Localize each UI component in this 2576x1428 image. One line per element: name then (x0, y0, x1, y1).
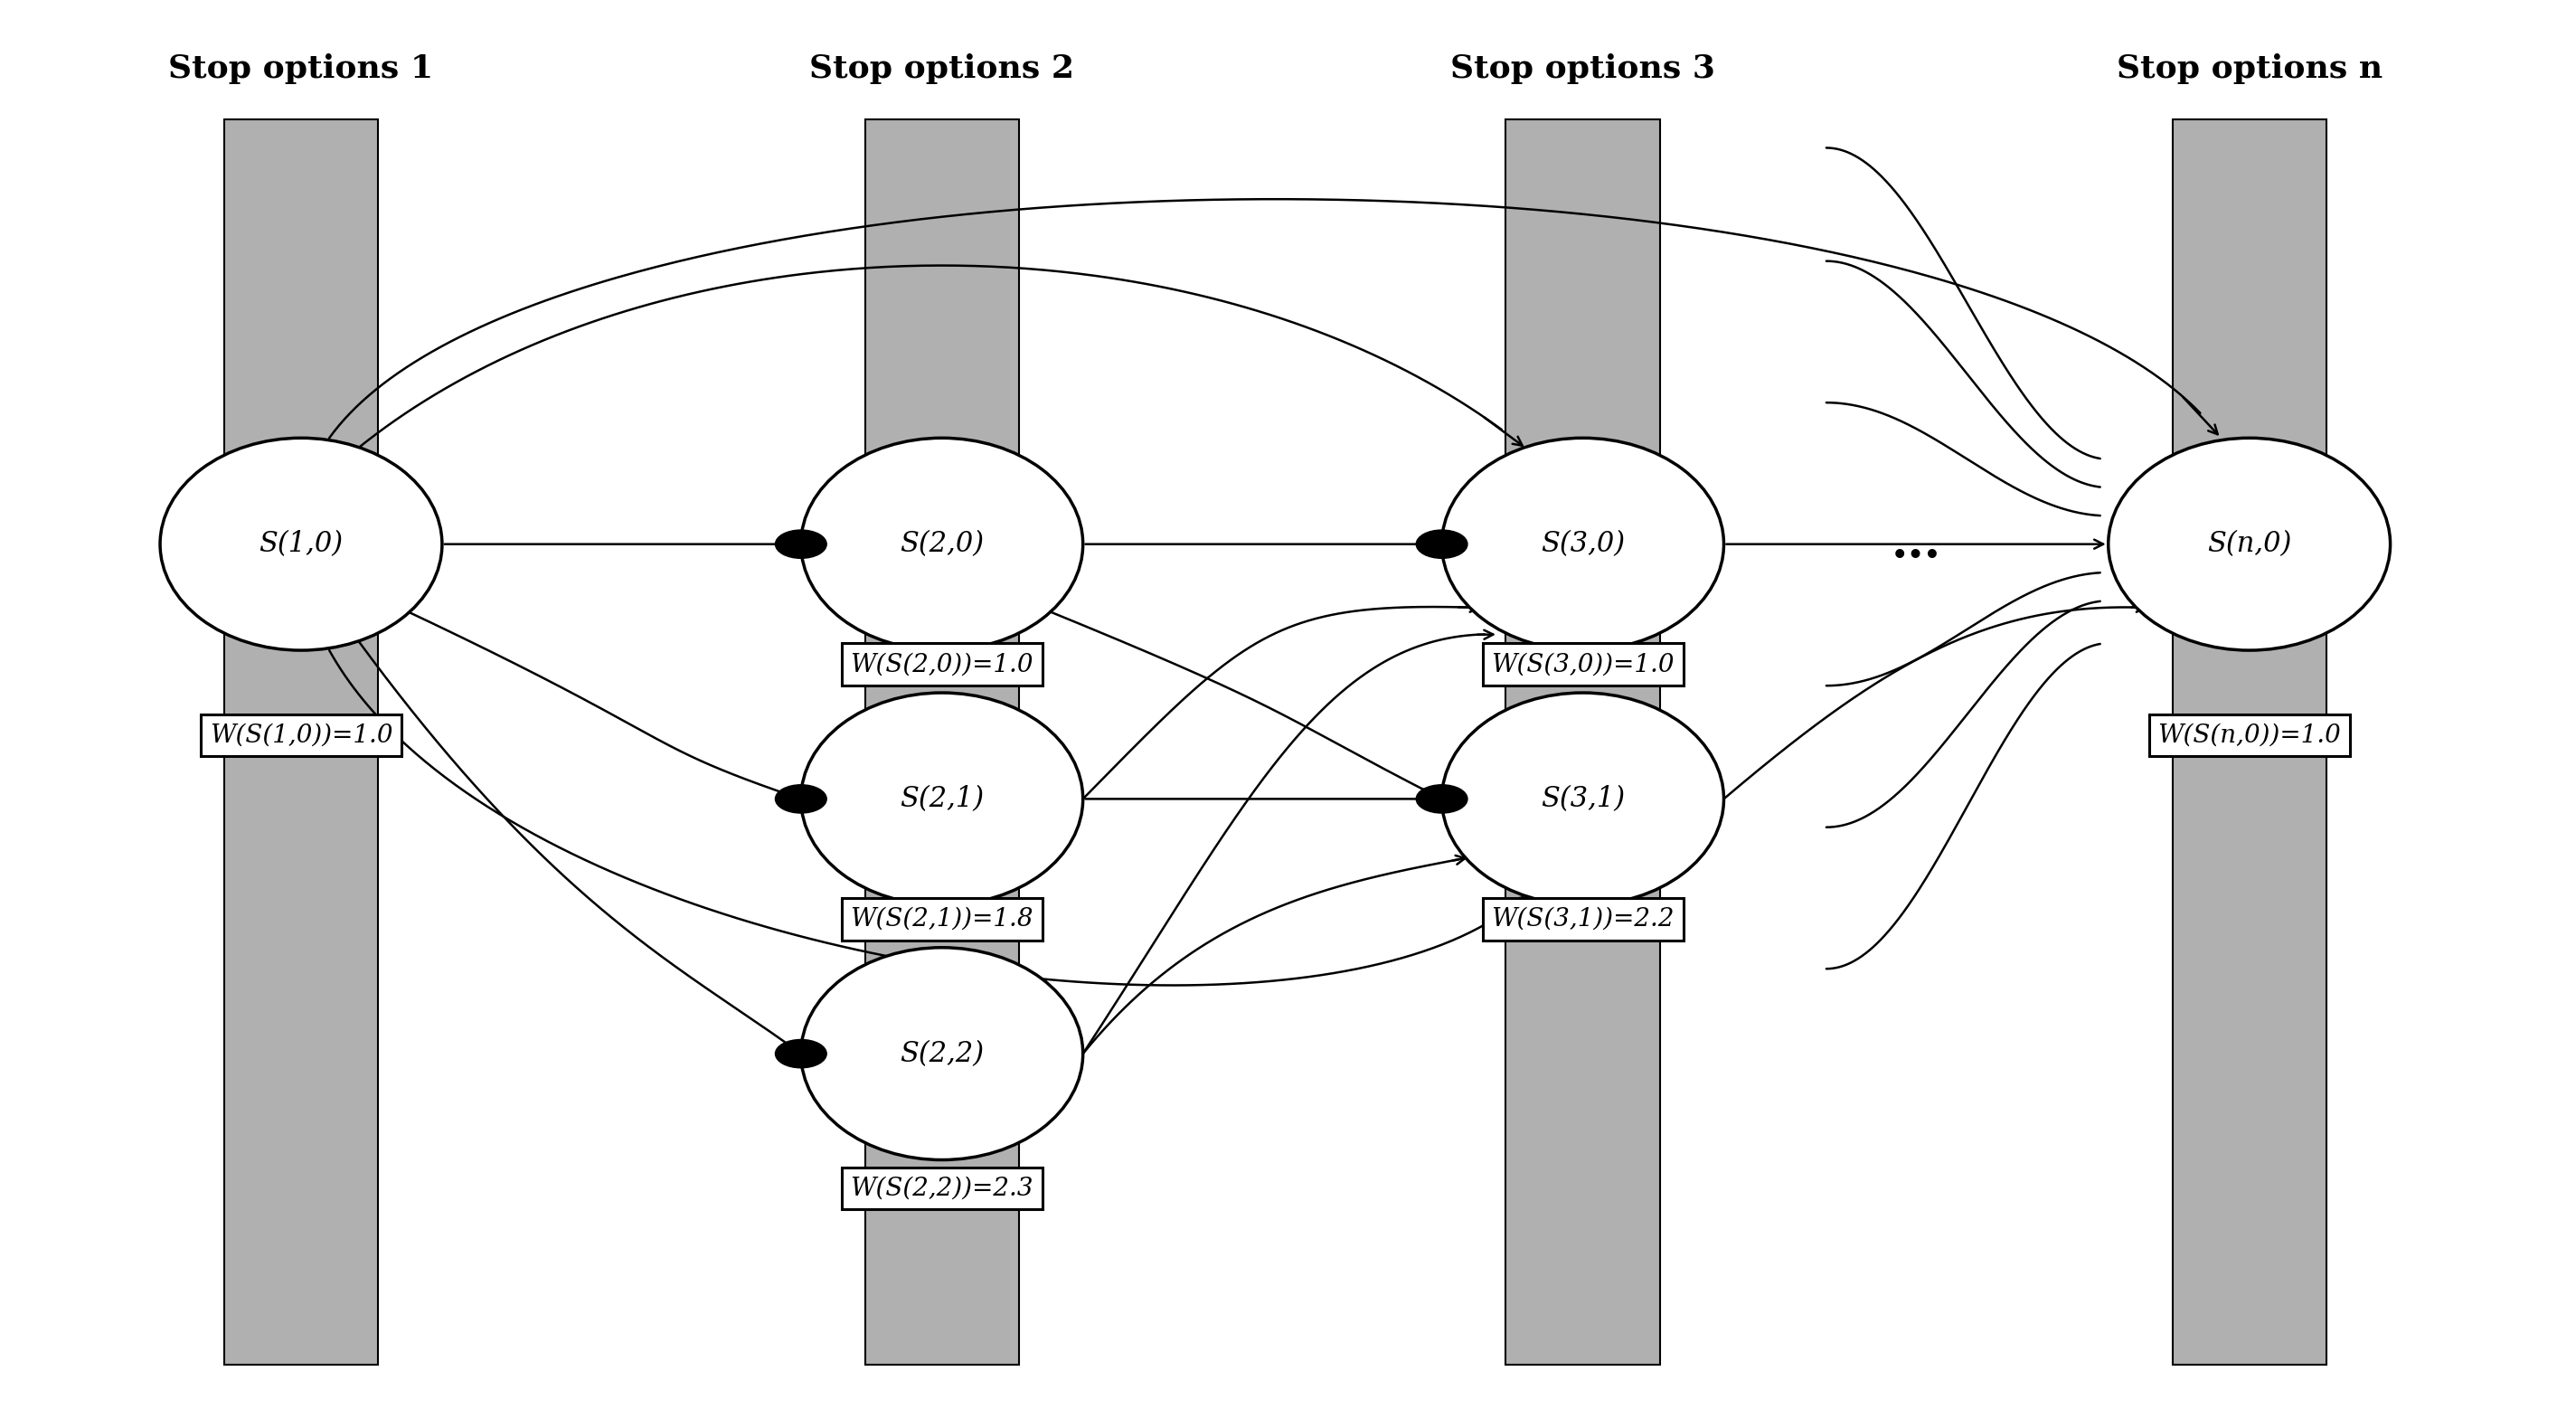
Ellipse shape (801, 693, 1082, 905)
Text: S(2,1): S(2,1) (899, 785, 984, 813)
Bar (2172, 120, 2326, 1365)
Bar (224, 120, 379, 1365)
Circle shape (775, 785, 827, 813)
Circle shape (1417, 530, 1468, 558)
Text: Stop options 2: Stop options 2 (809, 53, 1074, 84)
Ellipse shape (801, 948, 1082, 1160)
Text: W(S(2,2))=2.3: W(S(2,2))=2.3 (850, 1177, 1033, 1201)
Text: S(2,2): S(2,2) (899, 1040, 984, 1068)
Text: S(1,0): S(1,0) (260, 530, 343, 558)
Text: W(S(1,0))=1.0: W(S(1,0))=1.0 (209, 723, 392, 747)
Text: ...: ... (1891, 521, 1940, 567)
Circle shape (1417, 785, 1468, 813)
Text: W(S(2,0))=1.0: W(S(2,0))=1.0 (850, 653, 1033, 677)
Text: S(n,0): S(n,0) (2208, 530, 2293, 558)
Text: W(S(n,0))=1.0: W(S(n,0))=1.0 (2159, 723, 2342, 747)
Text: S(3,1): S(3,1) (1540, 785, 1625, 813)
Ellipse shape (1443, 438, 1723, 650)
Text: S(3,0): S(3,0) (1540, 530, 1625, 558)
Text: Stop options n: Stop options n (2117, 53, 2383, 84)
Ellipse shape (801, 438, 1082, 650)
Text: Stop options 1: Stop options 1 (167, 53, 433, 84)
Ellipse shape (1443, 693, 1723, 905)
Text: W(S(3,1))=2.2: W(S(3,1))=2.2 (1492, 907, 1674, 931)
Bar (1507, 120, 1659, 1365)
Bar (866, 120, 1020, 1365)
Text: W(S(2,1))=1.8: W(S(2,1))=1.8 (850, 907, 1033, 931)
Text: W(S(3,0))=1.0: W(S(3,0))=1.0 (1492, 653, 1674, 677)
Ellipse shape (2107, 438, 2391, 650)
Ellipse shape (160, 438, 443, 650)
Text: Stop options 3: Stop options 3 (1450, 53, 1716, 84)
Text: S(2,0): S(2,0) (899, 530, 984, 558)
Circle shape (775, 530, 827, 558)
Circle shape (775, 1040, 827, 1068)
